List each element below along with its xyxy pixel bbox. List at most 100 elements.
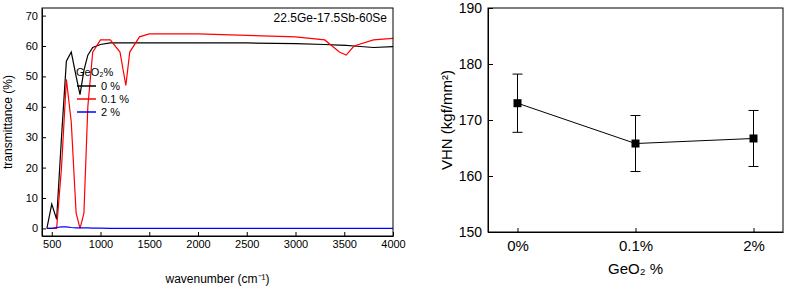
y-axis: 150 160 170 180 190: [459, 0, 493, 240]
data-point: [750, 134, 758, 142]
tick-mark: [488, 120, 493, 121]
tick: 190: [459, 0, 493, 16]
tick: 150: [459, 224, 493, 240]
tick-label: 160: [459, 168, 483, 184]
figure: 500 1000 1500 2000 2500 3000 3500 4000 0 10 20 30 40…: [0, 0, 794, 291]
tick-label: 30: [26, 131, 38, 143]
tick: 1500: [138, 232, 162, 250]
error-cap: [631, 171, 641, 172]
tick-mark: [42, 198, 46, 199]
tick-label: 10: [26, 192, 38, 204]
tick-label: 4000: [381, 238, 405, 250]
error-cap: [749, 110, 759, 111]
x-axis: 500 1000 1500 2000 2500 3000 3500 4000: [43, 232, 406, 250]
tick-mark: [42, 16, 46, 17]
data-point: [514, 99, 522, 107]
tick: 160: [459, 168, 493, 184]
tick: 10: [26, 192, 46, 204]
tick: 70: [26, 10, 46, 22]
legend-swatch: [77, 98, 96, 100]
tick-label: 2%: [743, 237, 765, 254]
tick-label: 0: [32, 222, 38, 234]
tick-mark: [488, 176, 493, 177]
tick-mark: [296, 232, 297, 236]
tick-label: 0.1%: [619, 237, 653, 254]
y-axis-title: VHN (kgf/mm²): [438, 70, 455, 170]
tick: 2%: [743, 228, 765, 254]
plot-frame: [42, 8, 393, 236]
tick: 2000: [186, 232, 210, 250]
tick-label: 150: [459, 224, 483, 240]
error-cap: [513, 74, 523, 75]
tick: 40: [26, 101, 46, 113]
tick-mark: [101, 232, 102, 236]
tick-mark: [52, 232, 53, 236]
tick: 30: [26, 131, 46, 143]
tick-label: 20: [26, 162, 38, 174]
tick-label: 3000: [284, 238, 308, 250]
tick-label: 170: [459, 112, 483, 128]
tick: 0: [32, 222, 46, 234]
error-cap: [749, 166, 759, 167]
y-axis: 0 10 20 30 40 50 60 70: [26, 9, 46, 237]
x-axis-title: wavenumber (cm⁻¹): [164, 272, 269, 286]
tick: 4000: [381, 232, 405, 250]
error-cap: [513, 132, 523, 133]
legend: GeO₂% 0 %0.1 %2 %: [76, 66, 129, 118]
tick: 500: [43, 232, 61, 250]
tick-mark: [518, 228, 519, 232]
tick-label: 1500: [138, 238, 162, 250]
tick-label: 2000: [186, 238, 210, 250]
axis-line: [42, 9, 43, 237]
tick-mark: [636, 228, 637, 232]
tick: 2500: [235, 232, 259, 250]
tick-label: 50: [26, 70, 38, 82]
tick-label: 1000: [89, 238, 113, 250]
chart-title: 22.5Ge-17.5Sb-60Se: [274, 11, 388, 25]
tick-mark: [393, 232, 394, 236]
legend-label: 2 %: [101, 106, 120, 118]
tick-label: 500: [43, 238, 61, 250]
tick-label: 0%: [507, 237, 529, 254]
legend-label: 0.1 %: [101, 93, 129, 105]
tick-label: 3500: [333, 238, 357, 250]
tick-mark: [754, 228, 755, 232]
series-line: [47, 227, 393, 229]
x-axis: 0% 0.1% 2%: [489, 228, 784, 254]
tick: 0.1%: [619, 228, 653, 254]
tick: 50: [26, 70, 46, 82]
tick-mark: [42, 107, 46, 108]
tick-mark: [488, 232, 493, 233]
plot-area: [47, 34, 393, 229]
tick-mark: [344, 232, 345, 236]
tick: 180: [459, 56, 493, 72]
legend-swatch: [77, 85, 96, 87]
tick-label: 40: [26, 101, 38, 113]
tick: 3000: [284, 232, 308, 250]
series-line: [47, 43, 393, 228]
data-point: [632, 140, 640, 148]
tick-mark: [488, 64, 493, 65]
tick: 3500: [333, 232, 357, 250]
y-axis-title: transmittance (%): [1, 75, 15, 169]
plot-frame: [488, 8, 783, 232]
tick-label: 2500: [235, 238, 259, 250]
legend-label: 0 %: [101, 80, 120, 92]
tick-label: 190: [459, 0, 483, 16]
tick-mark: [42, 46, 46, 47]
tick-mark: [42, 228, 46, 229]
plot-area: [513, 74, 759, 171]
tick-label: 60: [26, 40, 38, 52]
tick-label: 70: [26, 10, 38, 22]
legend-title: GeO₂%: [76, 66, 114, 78]
tick: 60: [26, 40, 46, 52]
axis-line: [489, 232, 784, 233]
series-line: [47, 34, 393, 229]
tick-mark: [488, 8, 493, 9]
tick-mark: [149, 232, 150, 236]
tick: 0%: [507, 228, 529, 254]
tick: 1000: [89, 232, 113, 250]
tick-mark: [42, 137, 46, 138]
x-axis-title: GeO₂ %: [608, 260, 663, 277]
tick: 20: [26, 162, 46, 174]
